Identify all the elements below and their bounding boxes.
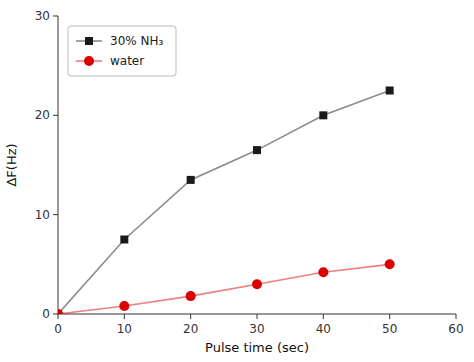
- series-point: [253, 146, 261, 154]
- legend-swatch-marker: [84, 56, 94, 66]
- legend: 30% NH₃ water: [68, 26, 176, 76]
- x-tick-label: 40: [316, 322, 331, 336]
- y-axis-line: [58, 16, 59, 314]
- x-tick: [190, 314, 191, 319]
- x-tick: [124, 314, 125, 319]
- y-tick: [53, 16, 58, 17]
- x-tick-label: 30: [249, 322, 264, 336]
- series-point: [386, 87, 394, 95]
- x-axis-label: Pulse time (sec): [205, 340, 309, 355]
- series-point: [318, 267, 328, 277]
- plot-data: [58, 87, 395, 315]
- y-tick: [53, 214, 58, 215]
- y-axis-label: ΔF(Hz): [4, 143, 19, 186]
- series-point: [58, 309, 63, 314]
- series-line: [58, 91, 390, 315]
- chart-svg: 0 10 20 30 40 50 60 0 10 20 30 Pulse time (sec) ΔF(H…: [0, 0, 474, 362]
- legend-swatch-marker: [85, 37, 93, 45]
- series-point: [385, 259, 395, 269]
- legend-label: water: [110, 54, 144, 68]
- x-tick-label: 60: [448, 322, 463, 336]
- x-tick-label: 0: [54, 322, 62, 336]
- series-point: [186, 291, 196, 301]
- x-tick-label: 20: [183, 322, 198, 336]
- series-point: [187, 176, 195, 184]
- series-point: [119, 301, 129, 311]
- x-tick: [456, 314, 457, 319]
- x-tick: [389, 314, 390, 319]
- series-point: [319, 111, 327, 119]
- y-tick-label: 10: [35, 208, 50, 222]
- y-tick: [53, 314, 58, 315]
- legend-label: 30% NH₃: [110, 34, 163, 48]
- x-tick-label: 10: [117, 322, 132, 336]
- series-point: [58, 310, 62, 314]
- y-tick-label: 30: [35, 9, 50, 23]
- y-tick-label: 0: [42, 307, 50, 321]
- x-tick: [323, 314, 324, 319]
- y-tick: [53, 115, 58, 116]
- series-line: [58, 264, 390, 314]
- y-tick-label: 20: [35, 108, 50, 122]
- series-point: [120, 236, 128, 244]
- series-point: [252, 279, 262, 289]
- x-tick: [58, 314, 59, 319]
- x-tick: [257, 314, 258, 319]
- x-tick-label: 50: [382, 322, 397, 336]
- chart-container: 0 10 20 30 40 50 60 0 10 20 30 Pulse time (sec) ΔF(H…: [0, 0, 474, 362]
- legend-box: [68, 26, 176, 76]
